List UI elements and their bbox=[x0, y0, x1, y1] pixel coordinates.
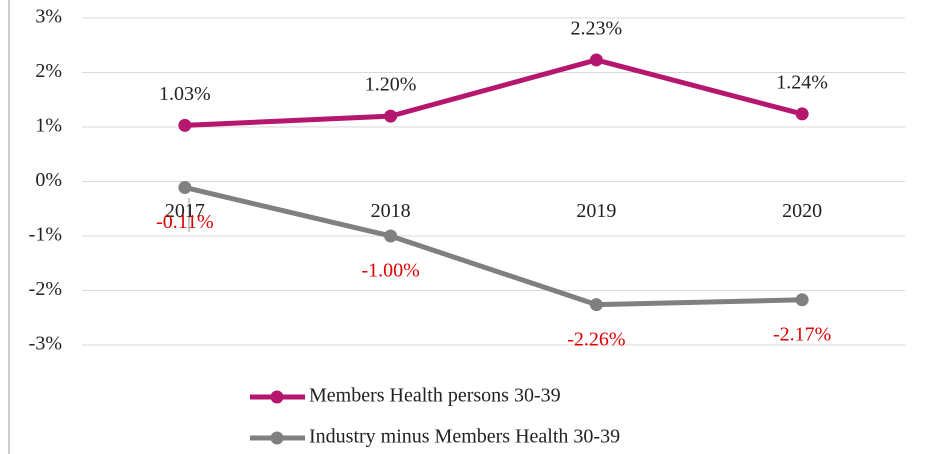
data-label: 2.23% bbox=[571, 18, 623, 40]
data-point bbox=[178, 118, 192, 132]
series-line bbox=[184, 57, 803, 128]
legend-marker bbox=[270, 390, 284, 404]
data-point bbox=[589, 298, 603, 312]
y-tick-label: 0% bbox=[35, 169, 62, 191]
y-tick-label: -3% bbox=[29, 333, 62, 355]
data-point bbox=[384, 229, 398, 243]
legend-marker bbox=[270, 431, 284, 445]
series-line bbox=[184, 185, 803, 308]
legend-label: Members Health persons 30-39 bbox=[309, 385, 561, 407]
data-label: -2.26% bbox=[567, 328, 625, 350]
y-tick-label: 1% bbox=[35, 115, 62, 137]
data-point bbox=[795, 107, 809, 121]
y-tick-label: -2% bbox=[29, 278, 62, 300]
data-point bbox=[795, 293, 809, 307]
x-tick-label: 2018 bbox=[371, 200, 411, 222]
x-tick-label: 2017 bbox=[165, 200, 205, 222]
y-tick-label: -1% bbox=[29, 224, 62, 246]
x-tick-label: 2020 bbox=[782, 200, 822, 222]
y-tick-label: 2% bbox=[35, 60, 62, 82]
data-label: 1.03% bbox=[159, 83, 211, 105]
data-label: 1.24% bbox=[776, 72, 828, 94]
data-label: -2.17% bbox=[773, 323, 831, 345]
data-label: -1.00% bbox=[361, 260, 419, 282]
data-point bbox=[178, 180, 192, 194]
legend-label: Industry minus Members Health 30-39 bbox=[309, 426, 620, 448]
x-tick-label: 2019 bbox=[576, 200, 616, 222]
y-tick-label: 3% bbox=[35, 6, 62, 28]
data-label: -0.11% bbox=[156, 211, 214, 233]
data-label: 1.20% bbox=[365, 74, 417, 96]
data-point bbox=[384, 109, 398, 123]
data-point bbox=[589, 53, 603, 67]
